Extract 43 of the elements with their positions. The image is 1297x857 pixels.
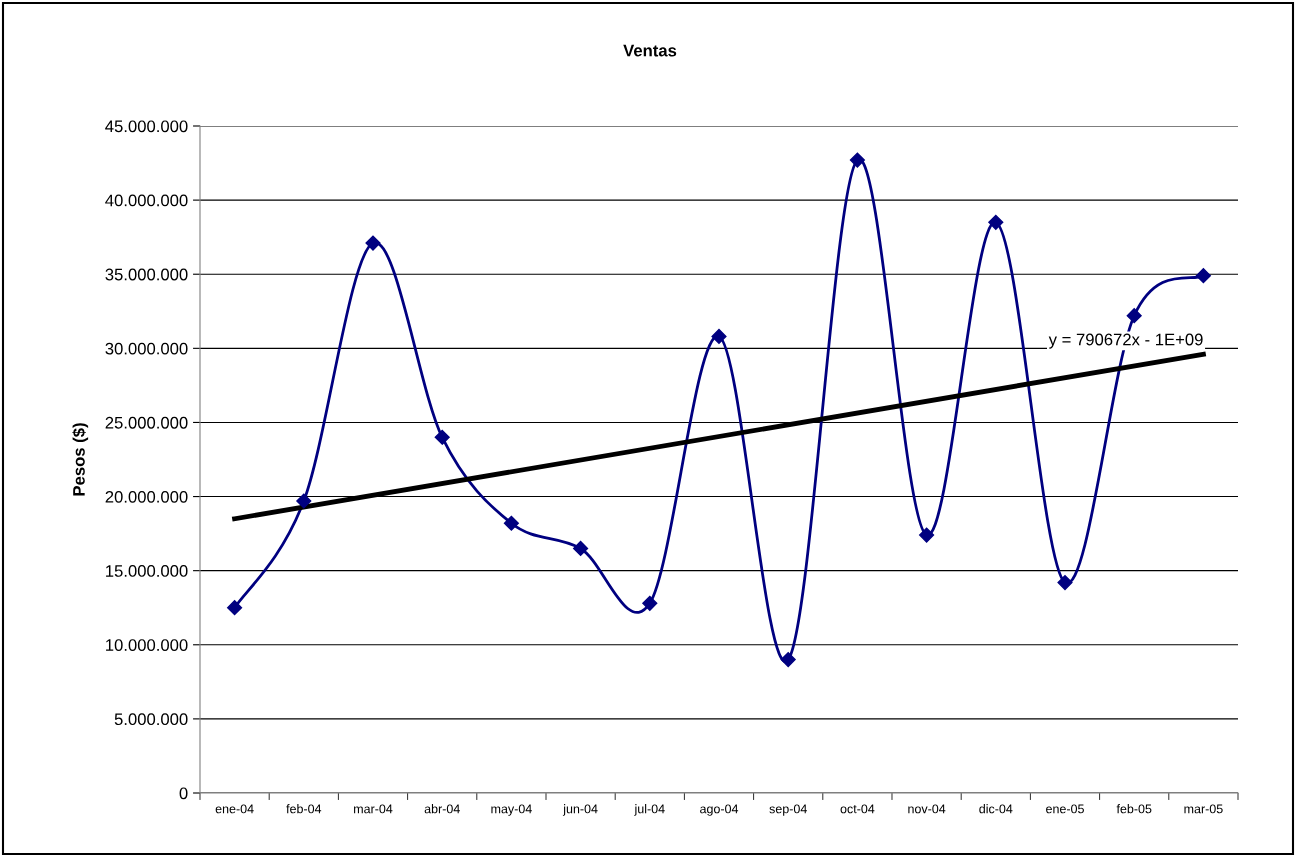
x-tick-label: may-04 <box>491 804 532 816</box>
point <box>849 152 865 168</box>
y-axis-title: Pesos ($) <box>72 423 89 496</box>
y-tick-label: 25.000.000 <box>105 416 188 429</box>
x-tick-label: feb-04 <box>286 804 322 814</box>
point <box>711 328 727 345</box>
x-tick-label: dic-04 <box>979 804 1013 814</box>
point <box>573 540 589 557</box>
point <box>296 493 312 509</box>
x-tick-label: sep-04 <box>769 804 807 816</box>
point <box>503 515 519 531</box>
chart-title: Ventas <box>623 44 677 57</box>
point <box>227 600 243 616</box>
point <box>780 652 796 668</box>
y-tick-label: 35.000.000 <box>105 268 188 281</box>
x-tick-label: ago-04 <box>700 804 739 816</box>
y-tick-label: 45.000.000 <box>105 120 188 133</box>
point <box>1195 268 1211 284</box>
y-tick-label: 40.000.000 <box>105 194 188 207</box>
y-tick-label: 20.000.000 <box>105 490 188 503</box>
point <box>1057 574 1073 591</box>
point <box>434 429 450 445</box>
x-tick-label: oct-04 <box>840 804 875 814</box>
point <box>919 527 935 543</box>
x-tick-label: abr-04 <box>424 804 460 814</box>
x-tick-label: mar-04 <box>354 804 393 814</box>
x-tick-label: mar-05 <box>1184 804 1223 814</box>
y-tick-label: 30.000.000 <box>105 342 188 355</box>
y-tick-label: 10.000.000 <box>106 639 188 651</box>
point <box>1126 308 1142 324</box>
y-tick-label: 0 <box>179 787 188 800</box>
point <box>365 235 381 251</box>
x-tick-label: jul-04 <box>634 804 665 816</box>
y-tick-label: 5.000.000 <box>114 713 188 726</box>
x-tick-label: jun-04 <box>562 804 598 816</box>
annotation: y = 790672x - 1E+09 <box>1048 333 1203 349</box>
point <box>642 595 658 611</box>
x-tick-label: feb-05 <box>1116 804 1152 814</box>
point <box>988 214 1004 230</box>
y-tick-label: 15.000.000 <box>106 565 188 577</box>
x-tick-label: ene-04 <box>215 804 254 814</box>
x-tick-label: nov-04 <box>908 804 946 814</box>
x-tick-label: ene-05 <box>1046 804 1084 814</box>
